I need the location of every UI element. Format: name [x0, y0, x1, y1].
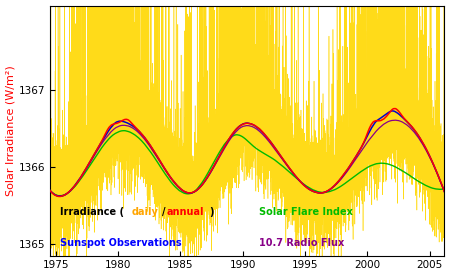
- Text: annual: annual: [166, 207, 204, 217]
- Text: ): ): [209, 207, 213, 217]
- Text: Solar Flare Index: Solar Flare Index: [259, 207, 353, 217]
- Text: Sunspot Observations: Sunspot Observations: [59, 238, 181, 248]
- Text: Irradiance (: Irradiance (: [59, 207, 124, 217]
- Text: daily: daily: [132, 207, 159, 217]
- Y-axis label: Solar Irradiance (W/m²): Solar Irradiance (W/m²): [5, 65, 16, 196]
- Text: /: /: [162, 207, 166, 217]
- Text: 10.7 Radio Flux: 10.7 Radio Flux: [259, 238, 344, 248]
